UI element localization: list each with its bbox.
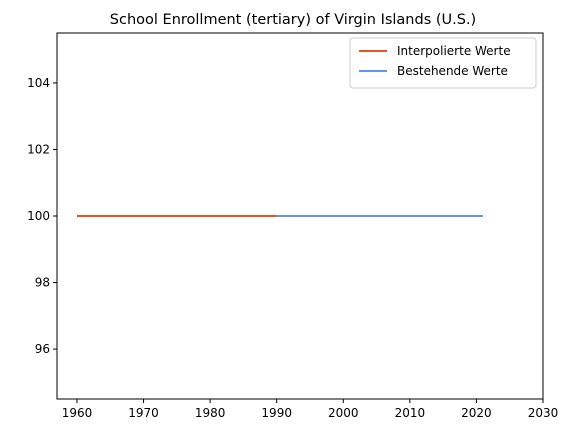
legend-label: Bestehende Werte (397, 64, 508, 78)
y-tick-label: 100 (27, 209, 50, 223)
legend-box (349, 37, 537, 89)
x-tick-label: 2010 (395, 406, 426, 420)
x-tick-label: 1960 (62, 406, 93, 420)
y-tick-label: 104 (27, 76, 50, 90)
legend-label: Interpolierte Werte (397, 44, 511, 58)
y-tick-label: 96 (35, 342, 50, 356)
axes: 1960 1970 1980 1990 2000 2010 2020 2030 96 98 100 1… (27, 76, 558, 420)
x-tick-label: 2020 (461, 406, 492, 420)
legend: Interpolierte Werte Bestehende Werte (349, 37, 537, 89)
x-tick-label: 2000 (328, 406, 359, 420)
x-tick-label: 1990 (261, 406, 292, 420)
x-tick-label: 1970 (128, 406, 159, 420)
x-tick-label: 2030 (528, 406, 559, 420)
y-tick-label: 102 (27, 142, 50, 156)
chart-title: School Enrollment (tertiary) of Virgin I… (110, 12, 476, 28)
x-tick-label: 1980 (195, 406, 226, 420)
y-tick-label: 98 (35, 276, 50, 290)
